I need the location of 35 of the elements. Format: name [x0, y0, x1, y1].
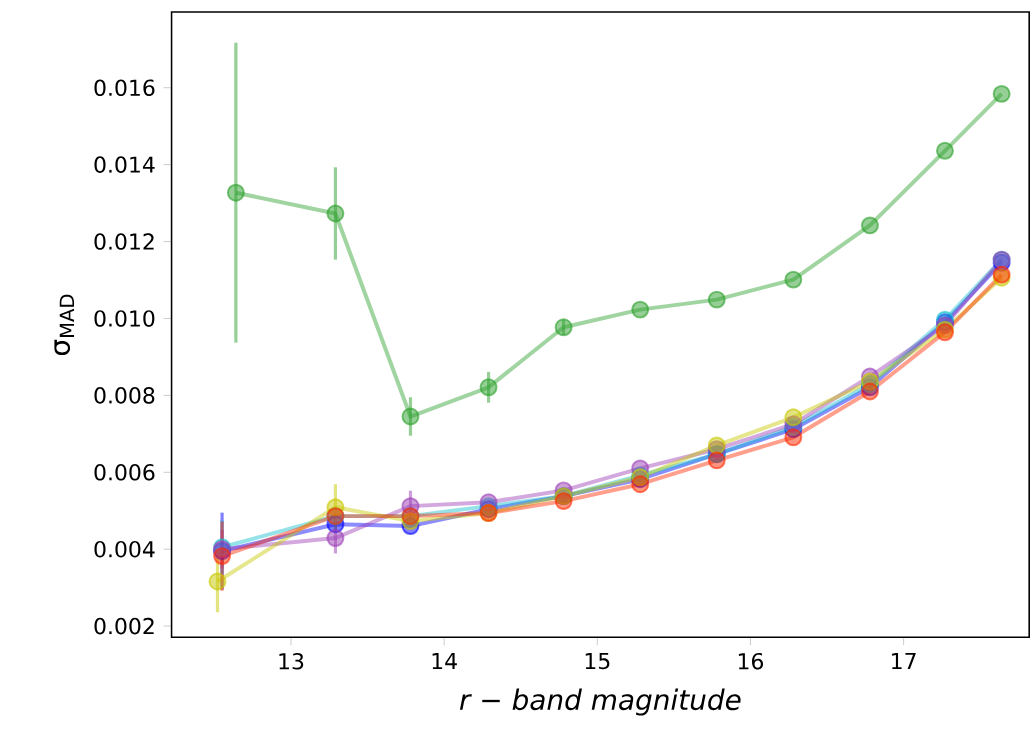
- point: [208, 572, 227, 591]
- x-tick-label: 14: [432, 652, 457, 669]
- point: [326, 529, 345, 548]
- y-tick-label: 0.006: [94, 464, 155, 481]
- y-axis-title: σ$_{MAD}$: [54, 294, 75, 356]
- x-tick-label: 17: [892, 652, 916, 669]
- point: [479, 378, 498, 397]
- point: [784, 428, 803, 447]
- point: [860, 216, 879, 235]
- point: [707, 290, 726, 309]
- point: [992, 84, 1011, 103]
- y-tick-label: 0.016: [94, 79, 155, 97]
- x-axis-title: r − band magnitude: [459, 688, 741, 716]
- point: [707, 436, 726, 455]
- point: [631, 300, 650, 319]
- y-tick-label: 0.014: [94, 156, 155, 173]
- y-tick-label: 0.002: [94, 617, 154, 635]
- y-tick-label: 0.004: [94, 540, 155, 558]
- point: [784, 408, 803, 427]
- point: [554, 492, 573, 511]
- point: [784, 270, 803, 289]
- point: [226, 183, 245, 202]
- point: [401, 407, 420, 426]
- x-tick-label: 15: [585, 652, 610, 670]
- point: [860, 382, 879, 401]
- point: [631, 475, 650, 494]
- point: [935, 141, 954, 160]
- x-tick-label: 13: [279, 652, 304, 670]
- point: [326, 204, 345, 223]
- point: [707, 451, 726, 470]
- point: [554, 318, 573, 337]
- y-tick-label: 0.010: [94, 310, 155, 327]
- x-tick-label: 16: [738, 652, 764, 670]
- y-tick-label: 0.012: [94, 233, 154, 250]
- y-tick-label: 0.008: [94, 387, 155, 404]
